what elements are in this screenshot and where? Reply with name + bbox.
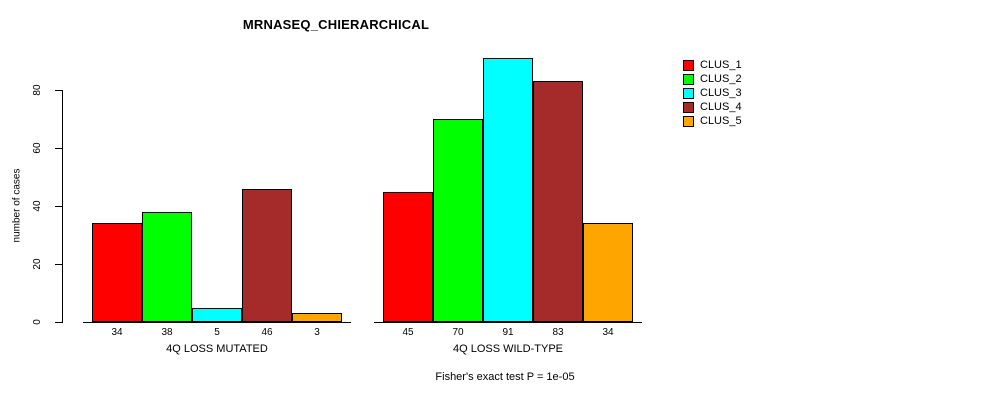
- bar-clus_4-group2: [533, 81, 583, 322]
- legend-item-label: CLUS_4: [700, 100, 742, 113]
- y-axis-tick: [55, 264, 62, 265]
- bar-clus_1-group2: [383, 191, 433, 322]
- group-baseline-mutated: [83, 322, 351, 323]
- bar-value-label: 91: [502, 327, 514, 338]
- legend-swatch-icon: [683, 101, 694, 113]
- y-axis-tick: [55, 90, 62, 91]
- legend-item-label: CLUS_3: [700, 86, 742, 99]
- bar-value-label: 34: [602, 327, 614, 338]
- bar-value-label: 3: [314, 327, 320, 338]
- bars-layer: 34 38 5 46 3 45 70 91 83 34: [92, 58, 633, 338]
- plot-area: 0 20 40 60 80 number of cases 34 38 5 46 3 45 70 91…: [12, 58, 642, 355]
- group-baseline-wildtype: [374, 322, 642, 323]
- y-axis-tick: [55, 148, 62, 149]
- bar-value-label: 46: [261, 327, 273, 338]
- bar-value-label: 5: [214, 327, 220, 338]
- y-axis-line: [62, 90, 63, 323]
- bar-value-label: 34: [111, 327, 123, 338]
- bar-value-label: 83: [552, 327, 564, 338]
- bar-clus_5-group1: [292, 313, 342, 322]
- y-axis-tick: [55, 206, 62, 207]
- bar-clus_2-group1: [142, 211, 192, 322]
- y-axis-tick: [55, 322, 62, 323]
- legend-swatch-icon: [683, 73, 694, 85]
- legend-item-clus_2[interactable]: CLUS_2: [683, 72, 742, 86]
- bar-value-label: 70: [452, 327, 464, 338]
- legend-item-clus_3[interactable]: CLUS_3: [683, 86, 742, 100]
- legend-item-clus_5[interactable]: CLUS_5: [683, 114, 742, 128]
- legend: CLUS_1 CLUS_2 CLUS_3 CLUS_4 CLUS_5: [683, 58, 742, 128]
- legend-item-clus_1[interactable]: CLUS_1: [683, 58, 742, 72]
- bar-clus_5-group2: [583, 223, 633, 322]
- legend-swatch-icon: [683, 115, 694, 127]
- bar-clus_4-group1: [242, 188, 292, 322]
- bar-value-label: 45: [402, 327, 414, 338]
- group-label-mutated: 4Q LOSS MUTATED: [166, 343, 268, 355]
- chart-footnote: Fisher's exact test P = 1e-05: [435, 371, 575, 383]
- bar-clus_2-group2: [433, 119, 483, 322]
- legend-swatch-icon: [683, 59, 694, 71]
- legend-item-clus_4[interactable]: CLUS_4: [683, 100, 742, 114]
- group-label-wildtype: 4Q LOSS WILD-TYPE: [452, 343, 564, 355]
- legend-item-label: CLUS_5: [700, 114, 742, 127]
- bar-value-label: 38: [161, 327, 173, 338]
- chart-title: MRNASEQ_CHIERARCHICAL: [242, 17, 430, 32]
- bar-clus_1-group1: [92, 223, 142, 322]
- legend-swatch-icon: [683, 87, 694, 99]
- bar-clus_3-group1: [192, 307, 242, 322]
- legend-item-label: CLUS_2: [700, 72, 742, 85]
- bar-clus_3-group2: [483, 58, 533, 322]
- legend-item-label: CLUS_1: [700, 58, 742, 71]
